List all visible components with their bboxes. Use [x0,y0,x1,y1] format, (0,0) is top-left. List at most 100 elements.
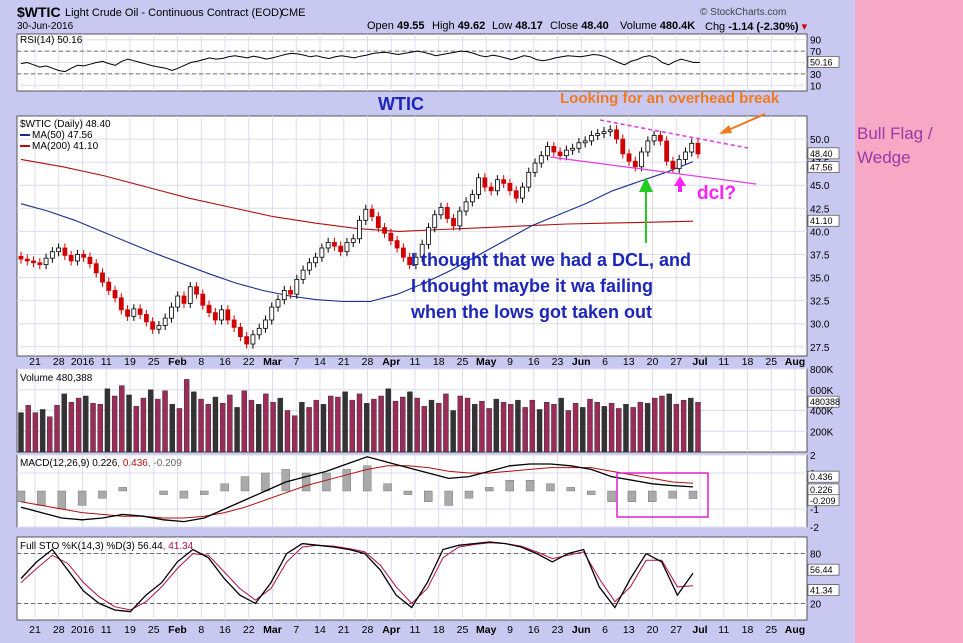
sto-k-last-value-box [807,563,840,576]
candle-body [118,297,124,311]
macd-histogram-bar [485,487,494,492]
volume-bar [608,403,615,453]
volume-bar [313,399,319,453]
macd-histogram-bar [240,476,250,492]
candle-body [576,142,582,149]
macd-y-tick: -1 [810,505,819,516]
x-tick-label: 6 [602,356,608,368]
volume-bar [162,390,168,453]
candle-body [18,255,24,260]
volume-bar [291,415,298,453]
magenta-arrow [674,176,686,192]
x-tick-label: 21 [29,356,41,368]
volume-bar [119,385,125,453]
volume-bar [457,395,464,453]
x-tick-label: 11 [718,624,729,636]
candle-body [426,227,431,245]
volume-bar [25,405,31,453]
candle-body [488,186,494,192]
candle-body [538,155,544,164]
volume-bar [472,404,478,453]
candle-body [325,242,331,249]
ma200-last-value: 41.10 [810,216,833,226]
volume-bar [255,404,262,453]
volume-bar [147,389,154,453]
volume-bar [234,407,240,453]
x-tick-label: 27 [670,356,682,368]
volume-bar [378,395,384,453]
candle-body [306,262,312,271]
candle-body [626,153,632,162]
macd-histogram-bar [403,490,413,495]
sto-y-tick: 20 [810,599,822,610]
candle-body [551,146,557,153]
candle-body [388,232,394,242]
x-tick-label: 21 [338,624,350,636]
volume-bar [644,403,651,453]
macd-histogram-bar [98,490,107,499]
candle-body [683,151,688,160]
volume-bar [176,408,183,453]
volume-y-tick: 400K [810,407,834,418]
candle-body [400,247,406,258]
candle-body [419,243,425,258]
candle-body [382,227,387,234]
macd-hist-last-value: -0.209 [810,496,836,506]
volume-y-tick: 600K [810,386,834,397]
x-tick-label: Apr [382,356,400,368]
candle-body [476,177,482,195]
volume-bar [198,398,204,453]
macd-histogram-bar [16,490,26,503]
volume-bar [450,410,456,453]
x-tick-label: 20 [647,356,659,368]
macd-histogram-bar [464,490,474,499]
candle-body [451,218,456,227]
macd-y-tick: -2 [810,523,819,534]
macd-histogram-bar [118,487,128,492]
candle-body [225,309,231,321]
candle-body [444,206,450,219]
volume-bar [680,399,687,453]
candle-body [689,142,695,153]
volume-bar [392,400,399,453]
candle-body [601,131,607,134]
price-y-tick: 32.5 [810,297,830,308]
ohlc-low: Low 48.17 [492,20,543,32]
x-tick-label: Jun [572,356,591,368]
macd-histogram-bar [668,490,677,499]
x-tick-label: Mar [263,624,282,636]
candle-body [664,140,670,162]
ma50-legend: MA(50) 47.56 [32,130,93,141]
sto-d-last-value: 41.34 [810,586,833,596]
candle-body [319,247,325,258]
rsi-last-value-box [807,56,840,68]
x-tick-label: 11 [718,356,729,368]
candle-body [651,134,657,142]
volume-bar [623,404,629,453]
x-tick-label: 25 [457,624,469,636]
candle-body [532,162,538,173]
ma200-legend: MA(200) 41.10 [32,141,99,152]
volume-bar [133,406,139,453]
candle-body [695,142,701,155]
macd-histogram-bar [37,490,46,506]
side-note: Bull Flag / Wedge [857,124,933,167]
x-tick-label: 16 [528,624,540,636]
sto-d-last-value-box [807,584,840,596]
volume-bar [371,398,377,453]
candle-body [281,290,287,301]
price-y-tick: 45.0 [810,181,830,192]
volume-bar [407,391,413,453]
volume-bar [544,402,550,453]
candle-body [175,295,181,308]
x-tick-label: Aug [785,356,805,368]
x-tick-label: 16 [219,356,231,368]
price-y-tick: 37.5 [810,250,830,261]
x-tick-label: 9 [507,624,513,636]
macd-histogram-bar [57,490,66,510]
rsi-y-tick: 90 [810,36,822,47]
x-tick-label: 11 [101,624,112,636]
candle-body [432,214,438,229]
macd-histogram-bar [525,480,535,492]
volume-bar [673,404,680,453]
